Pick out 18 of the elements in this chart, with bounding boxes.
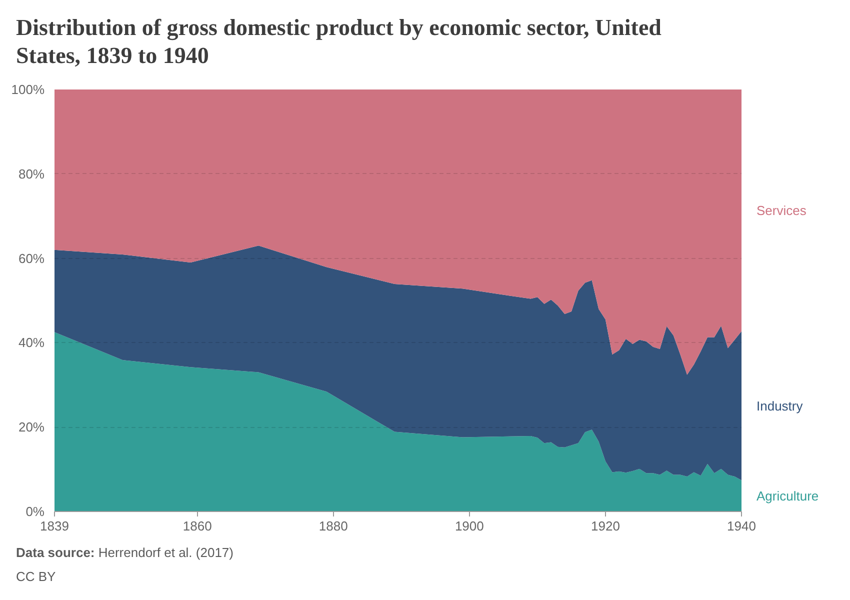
source-note: Data source: Herrendorf et al. (2017) (16, 545, 234, 560)
x-tick-label: 1900 (454, 518, 484, 534)
series-label: Services (756, 202, 807, 218)
y-tick-label: 80% (18, 166, 45, 182)
y-tick-label: 0% (26, 504, 45, 519)
x-tick-label: 1940 (727, 518, 756, 534)
y-tick-label: 100% (11, 82, 45, 97)
x-tick-label: 1880 (318, 518, 348, 534)
y-tick-label: 60% (18, 250, 45, 266)
series-label: Industry (756, 398, 804, 414)
y-tick-label: 20% (18, 420, 45, 435)
text: CC BY (16, 569, 56, 584)
x-tick-label: 1839 (40, 518, 69, 534)
y-tick-label: 40% (18, 335, 45, 350)
x-tick-label: 1920 (591, 518, 620, 534)
chart-title: Distribution of gross domestic product by economic sector, United States, 1839 to 1940 (15, 14, 662, 70)
series-label: Agriculture (756, 488, 819, 504)
x-tick-label: 1860 (182, 518, 212, 534)
